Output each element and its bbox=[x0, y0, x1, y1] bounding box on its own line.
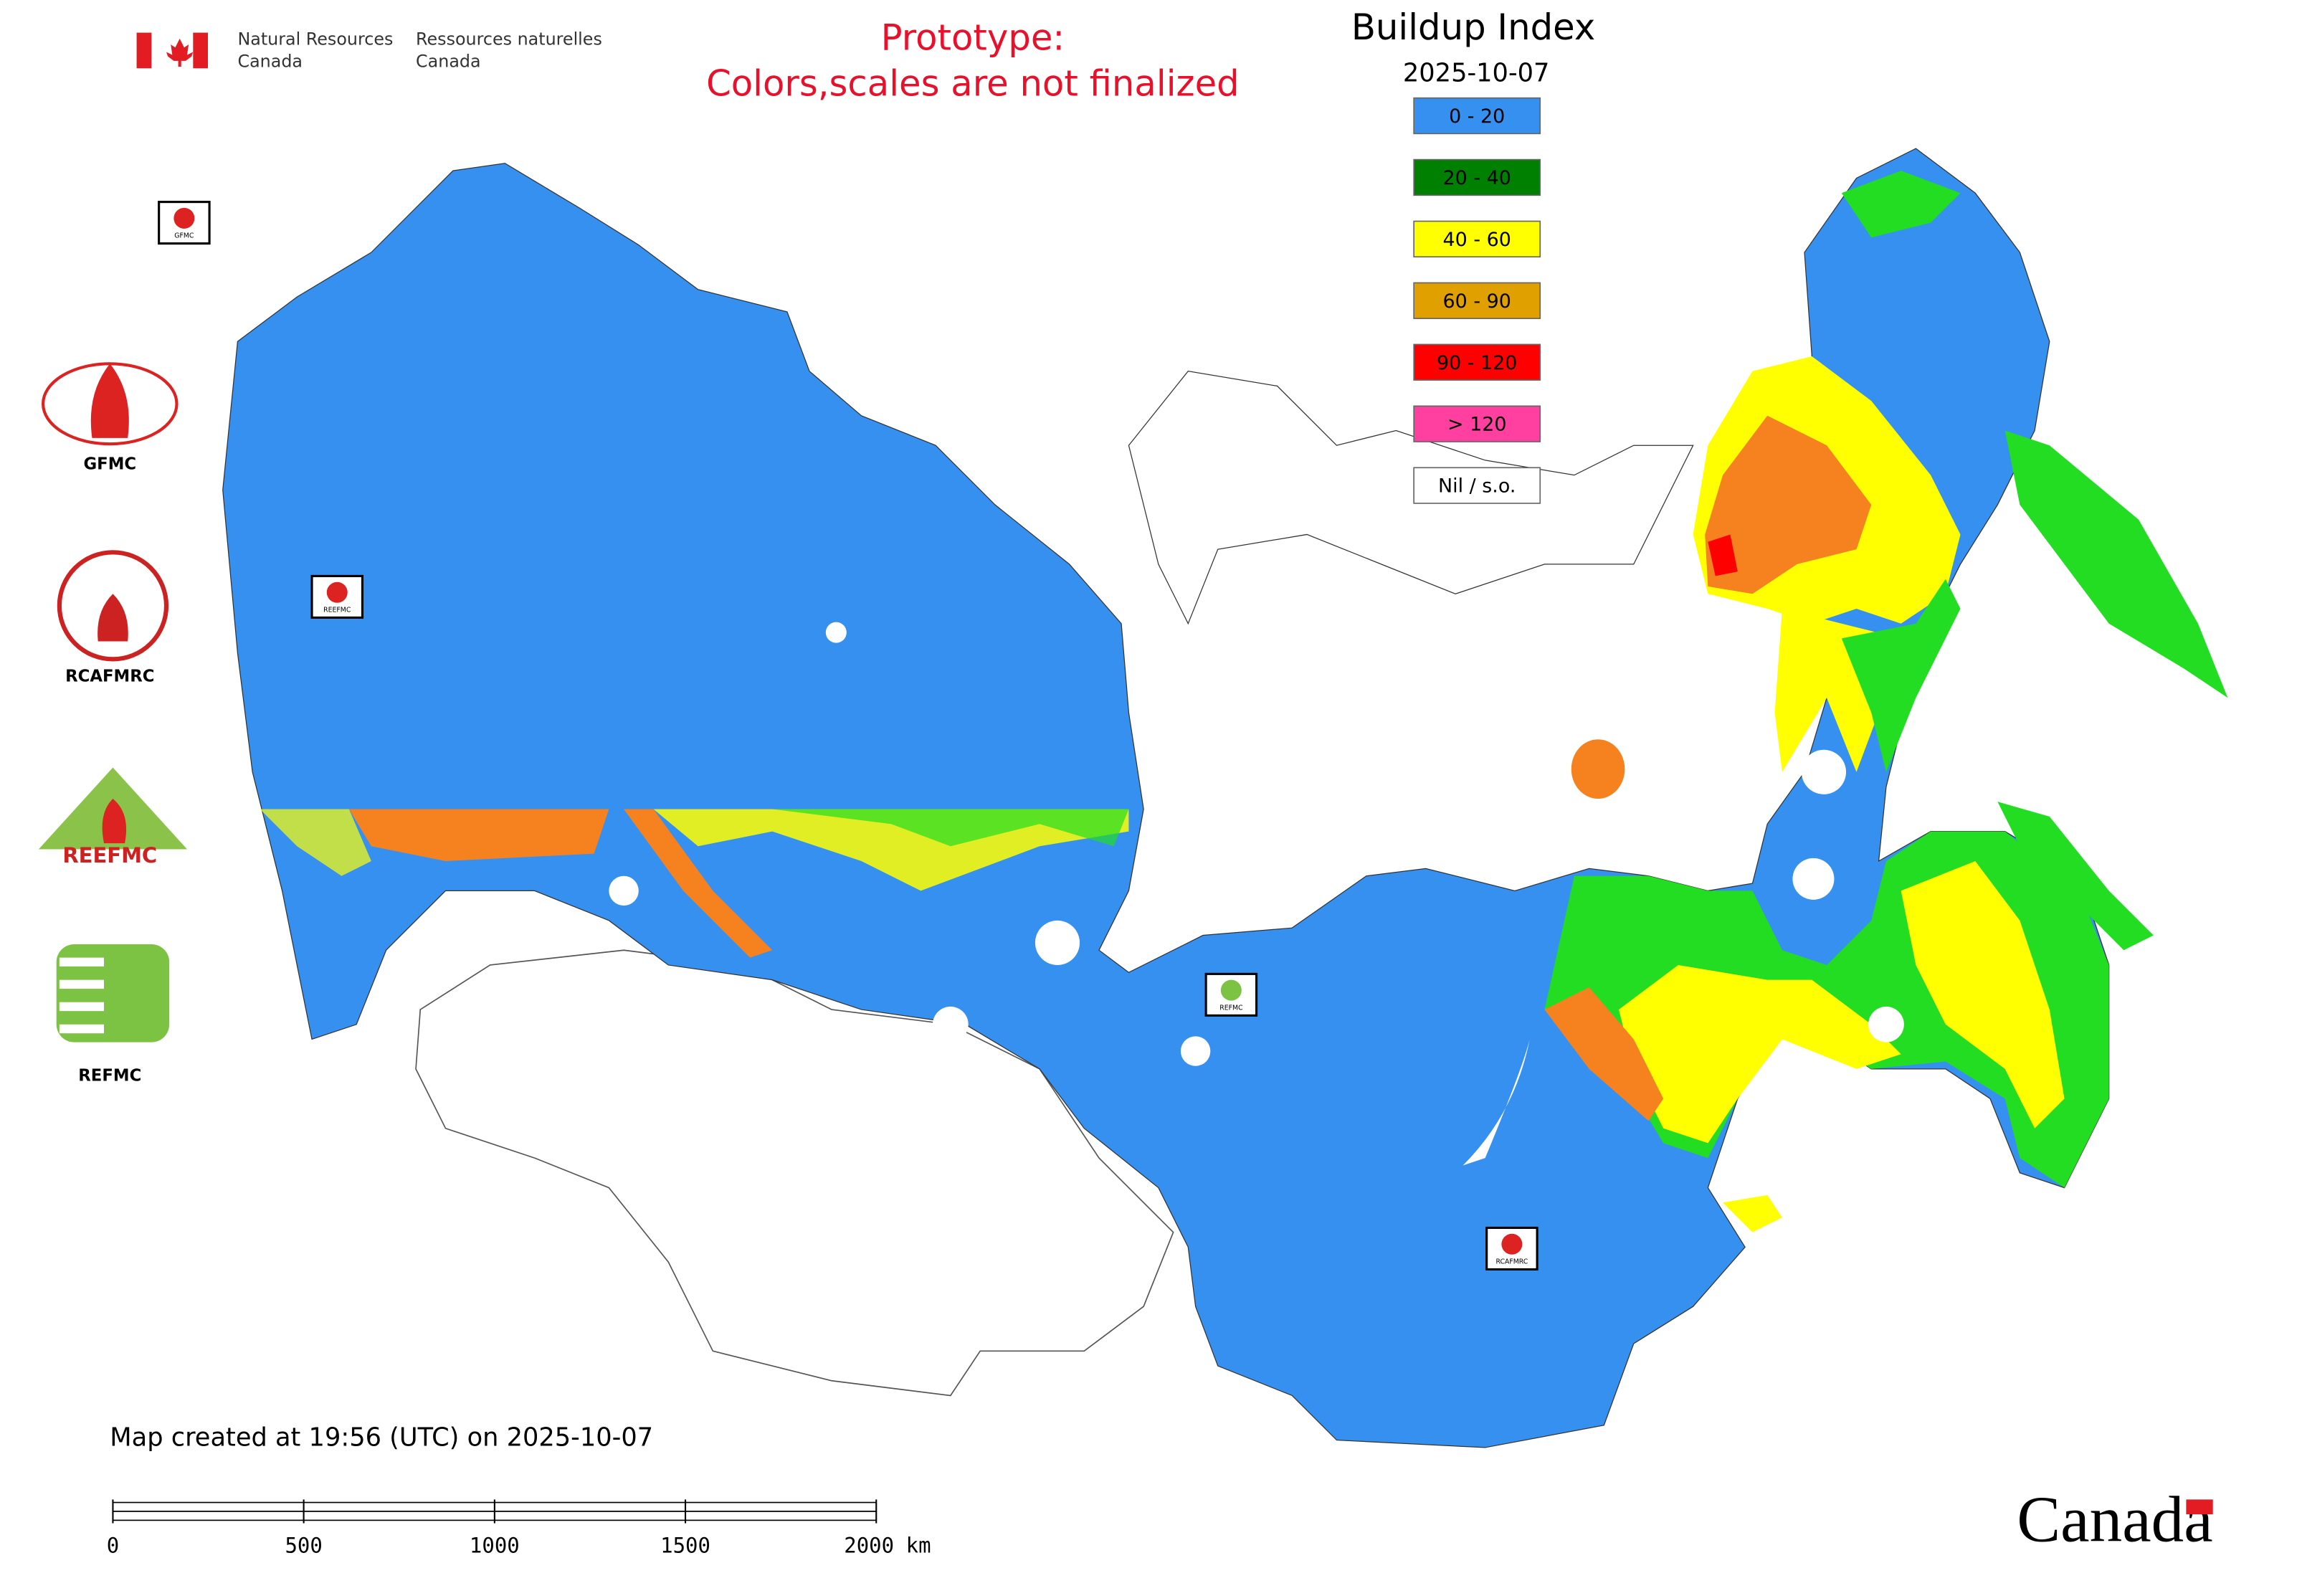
agency-en: Natural Resources bbox=[237, 29, 393, 49]
legend-swatch bbox=[1413, 405, 1541, 442]
legend-label: 20 - 40 bbox=[1443, 167, 1511, 189]
scale-label: 0 bbox=[107, 1534, 119, 1558]
legend-swatch bbox=[1413, 158, 1541, 196]
logo-label: RCAFMRC bbox=[65, 668, 154, 686]
agency-fr: Canada bbox=[416, 51, 481, 71]
logo-labels: GFMC RCAFMRC REEFMC REFMC bbox=[62, 455, 157, 1086]
map-markers: GFMC REEFMC REFMC RCAFMRC bbox=[158, 201, 1538, 1270]
marker-icon bbox=[1501, 1233, 1523, 1255]
scale-label: 500 bbox=[285, 1534, 322, 1558]
logo-refmc bbox=[56, 944, 170, 1042]
scale-segment bbox=[494, 1511, 686, 1521]
prototype-notice: Colors,scales are not finalized bbox=[706, 63, 1240, 105]
agency-fr: Ressources naturelles bbox=[416, 29, 602, 49]
scale-segment bbox=[303, 1501, 495, 1512]
marker-label: RCAFMRC bbox=[1496, 1258, 1528, 1266]
legend-swatch bbox=[1413, 282, 1541, 319]
scale-segment bbox=[112, 1501, 305, 1512]
scale-label: 2000 bbox=[844, 1534, 894, 1558]
logo-label: REFMC bbox=[78, 1067, 141, 1086]
logo-label: REEFMC bbox=[62, 843, 157, 868]
logo-gfmc bbox=[42, 362, 179, 446]
logo-reefmc bbox=[38, 767, 188, 850]
legend: 0 - 20 20 - 40 40 - 60 60 - 90 90 - 120 > 120… bbox=[1413, 97, 1541, 504]
legend-date: 2025-10-07 bbox=[1403, 59, 1550, 88]
legend-swatch bbox=[1413, 220, 1541, 258]
scale-segment bbox=[494, 1501, 686, 1512]
nrcan-flag bbox=[136, 32, 209, 69]
marker-icon bbox=[173, 207, 195, 229]
legend-label: 90 - 120 bbox=[1437, 352, 1517, 374]
legend-label: 60 - 90 bbox=[1443, 290, 1511, 313]
scale-unit: km bbox=[906, 1534, 931, 1558]
map bbox=[222, 148, 2228, 1448]
scale-segment bbox=[685, 1511, 877, 1521]
legend-label: Nil / s.o. bbox=[1438, 475, 1516, 498]
legend-label: 40 - 60 bbox=[1443, 229, 1511, 251]
scale-segment bbox=[685, 1501, 877, 1512]
scale-label: 1500 bbox=[660, 1534, 710, 1558]
marker-label: REFMC bbox=[1219, 1004, 1242, 1012]
marker-icon bbox=[326, 581, 348, 603]
legend-title: Buildup Index bbox=[1351, 6, 1595, 48]
scale-segment bbox=[112, 1511, 305, 1521]
scale-bar: 0 500 1000 1500 2000 km bbox=[107, 1499, 931, 1558]
legend-swatch bbox=[1413, 467, 1541, 504]
wordmark-flag bbox=[2186, 1499, 2213, 1515]
scale-label: 1000 bbox=[470, 1534, 520, 1558]
legend-swatch bbox=[1413, 97, 1541, 135]
legend-label: > 120 bbox=[1447, 414, 1506, 436]
scale-segment bbox=[303, 1511, 495, 1521]
marker-icon bbox=[1220, 979, 1242, 1001]
marker-label: REEFMC bbox=[323, 607, 351, 614]
legend-swatch bbox=[1413, 343, 1541, 381]
agency-en: Canada bbox=[237, 51, 303, 71]
logo-rcafmrc bbox=[57, 550, 169, 662]
logo-label: GFMC bbox=[83, 455, 136, 474]
legend-label: 0 - 20 bbox=[1449, 105, 1505, 128]
map-created: Map created at 19:56 (UTC) on 2025-10-07 bbox=[110, 1423, 653, 1453]
canada-wordmark: Canada bbox=[2017, 1483, 2212, 1556]
prototype-notice: Prototype: bbox=[881, 16, 1065, 58]
marker-label: GFMC bbox=[174, 232, 194, 240]
